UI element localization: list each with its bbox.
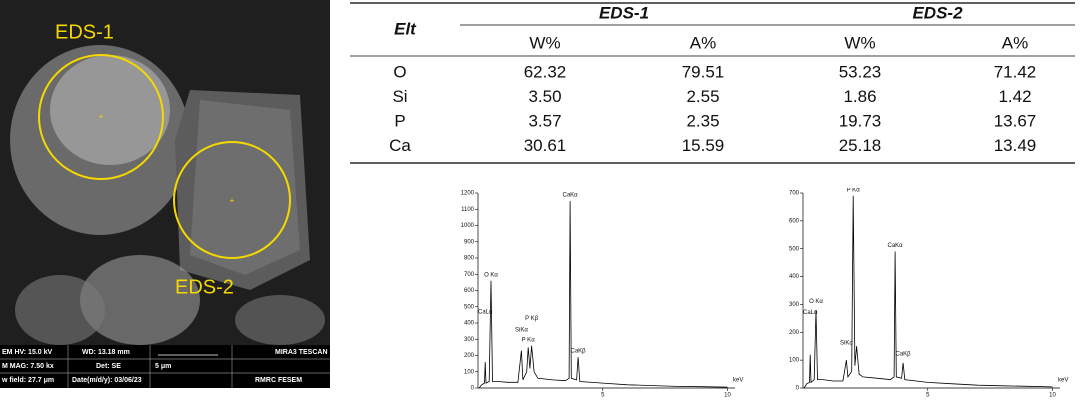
y-tick-label: 800 xyxy=(464,256,475,262)
spectrum-line xyxy=(478,201,728,389)
group-header: EDS-1 xyxy=(599,3,649,22)
cell: 1.86 xyxy=(843,87,876,106)
peak-label: SiKα xyxy=(515,328,528,334)
cell: 2.55 xyxy=(686,87,719,106)
y-tick-label: 500 xyxy=(789,246,800,252)
cell: 2.35 xyxy=(686,111,719,130)
info-text: Det: SE xyxy=(96,363,121,370)
column-header: W% xyxy=(844,33,875,52)
region-label: EDS-2 xyxy=(175,276,234,298)
y-tick-label: 400 xyxy=(789,274,800,280)
y-tick-label: 100 xyxy=(464,369,475,375)
column-header: A% xyxy=(690,33,716,52)
cell: 25.18 xyxy=(839,136,882,155)
y-tick-label: 700 xyxy=(464,272,475,278)
eds-spectrum: 0 100 200 300 400 500 600 700 800 900 1000 1100 1200… xyxy=(461,191,744,398)
info-text: MIRA3 TESCAN xyxy=(275,349,328,356)
row-label: Si xyxy=(392,87,407,106)
x-tick-label: 10 xyxy=(1049,393,1056,398)
cell: 62.32 xyxy=(524,62,567,81)
y-tick-label: 100 xyxy=(789,358,800,364)
cell: 3.57 xyxy=(528,111,561,130)
y-tick-label: 1200 xyxy=(461,191,475,197)
info-text: w field: 27.7 μm xyxy=(1,377,54,384)
y-tick-label: 0 xyxy=(796,386,800,392)
peak-label: CaLα xyxy=(478,310,493,316)
x-tick-label: 5 xyxy=(926,393,930,398)
peak-label: CaKα xyxy=(563,193,579,199)
y-tick-label: 600 xyxy=(789,218,800,224)
info-text: EM HV: 15.0 kV xyxy=(2,349,53,356)
cell: 13.49 xyxy=(994,136,1037,155)
peak-label: O Kα xyxy=(484,272,498,278)
y-tick-label: 300 xyxy=(789,302,800,308)
region-label: EDS-1 xyxy=(55,21,114,43)
cell: 53.23 xyxy=(839,62,882,81)
peak-label: P Kβ xyxy=(525,316,539,322)
y-tick-label: 0 xyxy=(471,386,475,392)
cell: 71.42 xyxy=(994,62,1037,81)
peak-label: P Kα xyxy=(522,337,536,343)
corner-header: Elt xyxy=(394,19,417,38)
info-text: 5 μm xyxy=(155,363,171,370)
y-tick-label: 300 xyxy=(464,337,475,343)
cell: 30.61 xyxy=(524,136,567,155)
info-text: M MAG: 7.50 kx xyxy=(2,363,54,370)
column-header: W% xyxy=(529,33,560,52)
y-tick-label: 900 xyxy=(464,239,475,245)
cell: 13.67 xyxy=(994,111,1037,130)
row-label: O xyxy=(393,62,406,81)
peak-label: P Kα xyxy=(847,188,861,193)
y-tick-label: 1100 xyxy=(461,207,475,213)
peak-label: SiKα xyxy=(840,341,853,347)
group-header: EDS-2 xyxy=(912,3,963,22)
peak-label: O Kα xyxy=(809,299,823,305)
spectrum-line xyxy=(803,195,1053,389)
info-text: WD: 13.18 mm xyxy=(82,349,130,356)
peak-label: CaKα xyxy=(888,243,904,249)
cell: 15.59 xyxy=(682,136,725,155)
eds-table: Elt EDS-1 EDS-2 W% A% W% A% O 62.32 79.51 53.23 71.… xyxy=(350,2,1075,164)
y-tick-label: 1000 xyxy=(461,223,475,229)
x-axis-label: keV xyxy=(733,378,743,384)
svg-text:+: + xyxy=(230,196,235,205)
row-label: Ca xyxy=(389,136,411,155)
x-tick-label: 10 xyxy=(724,393,731,398)
peak-label: CaKβ xyxy=(570,349,586,355)
svg-text:+: + xyxy=(99,112,104,121)
cell: 79.51 xyxy=(682,62,725,81)
x-axis-label: keV xyxy=(1058,378,1068,384)
x-tick-label: 5 xyxy=(601,393,605,398)
sem-image: + + EDS-1 EDS-2 EM HV: 15.0 kV WD: 13.18… xyxy=(0,0,330,388)
info-text: RMRC FESEM xyxy=(255,377,302,384)
y-tick-label: 600 xyxy=(464,288,475,294)
cell: 1.42 xyxy=(998,87,1031,106)
eds-spectrum: 0 100 200 300 400 500 600 700 5 10 keV P Kα CaKα O Kα… xyxy=(789,188,1068,398)
cell: 19.73 xyxy=(839,111,882,130)
peak-label: CaLα xyxy=(803,310,818,316)
column-header: A% xyxy=(1002,33,1028,52)
y-tick-label: 400 xyxy=(464,321,475,327)
info-text: Date(m/d/y): 03/06/23 xyxy=(72,377,142,384)
row-label: P xyxy=(394,111,405,130)
cell: 3.50 xyxy=(528,87,561,106)
y-tick-label: 700 xyxy=(789,191,800,197)
y-tick-label: 500 xyxy=(464,304,475,310)
y-tick-label: 200 xyxy=(464,353,475,359)
peak-label: CaKβ xyxy=(895,352,911,358)
y-tick-label: 200 xyxy=(789,330,800,336)
